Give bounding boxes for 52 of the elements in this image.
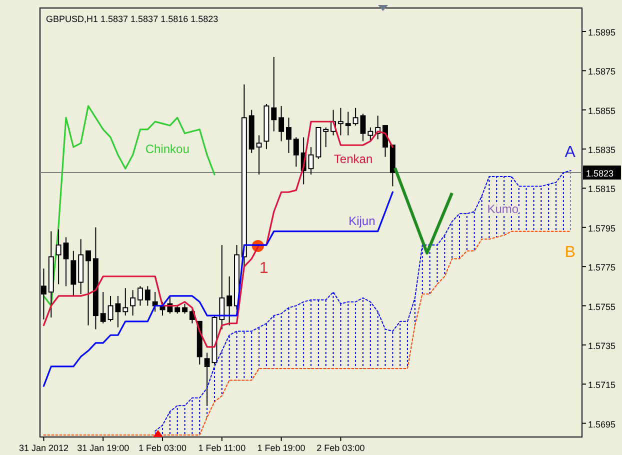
candlestick [286, 117, 292, 154]
candlestick [256, 134, 262, 176]
annotation: Kijun [348, 214, 376, 228]
annotation: 1 [259, 260, 268, 278]
y-tick-label: 1.5835 [588, 145, 616, 156]
candlestick [323, 126, 329, 148]
line-series [42, 105, 216, 307]
ref-line-label: 1.5823 [586, 168, 614, 179]
y-tick-label: 1.5815 [588, 184, 616, 194]
x-tick-label: 1 Feb 11:00 [198, 443, 246, 453]
candlestick [144, 286, 150, 306]
x-tick-label: 1 Feb 03:00 [138, 443, 187, 453]
candlestick [345, 111, 351, 136]
candlestick [308, 146, 314, 176]
y-tick-label: 1.5735 [588, 340, 616, 351]
candlestick [86, 250, 91, 326]
y-tick-label: 1.5775 [588, 262, 616, 273]
y-tick-label: 1.5895 [588, 28, 616, 38]
annotation: B [564, 244, 576, 262]
x-tick-label: 31 Jan 19:00 [77, 443, 130, 453]
y-tick-label: 1.5795 [588, 223, 616, 234]
line-series [42, 191, 394, 387]
candlestick [382, 125, 388, 158]
y-tick-label: 1.5695 [588, 419, 616, 430]
candlestick [204, 352, 210, 406]
candlestick [293, 136, 299, 168]
x-tick-label: 31 Jan 2012 [18, 443, 68, 453]
candlestick [56, 228, 62, 285]
x-tick-label: 1 Feb 19:00 [257, 443, 306, 453]
annotation: A [564, 144, 576, 162]
candlestick [219, 244, 225, 330]
candlestick [130, 290, 136, 316]
annotation: Kumo [487, 202, 519, 216]
candlestick [368, 126, 374, 142]
candlestick [63, 236, 69, 287]
x-tick-label: 2 Feb 03:00 [316, 443, 365, 453]
annotation: Chinkou [145, 142, 190, 156]
candlestick [278, 105, 284, 142]
candlestick [226, 276, 232, 326]
y-tick-label: 1.5715 [588, 380, 616, 390]
y-tick-label: 1.5755 [588, 302, 616, 312]
candlestick [182, 303, 188, 314]
candlestick [70, 250, 76, 296]
text: GBPUSD,H1 1.5837 1.5837 1.5816 1.5823 [46, 14, 218, 24]
candlestick [100, 292, 106, 324]
y-tick-label: 1.5875 [588, 66, 616, 77]
candlestick [271, 56, 277, 132]
candlestick [338, 107, 344, 136]
candlestick [138, 286, 143, 306]
annotation: Tenkan [334, 152, 373, 166]
y-tick-label: 1.5855 [588, 106, 616, 116]
candlestick [122, 288, 128, 316]
